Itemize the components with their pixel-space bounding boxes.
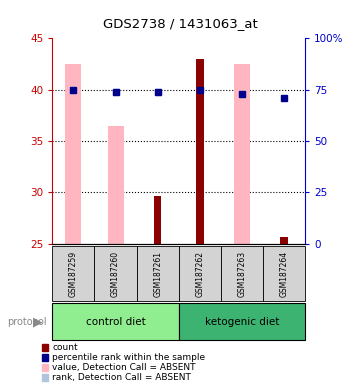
Bar xyxy=(280,237,288,244)
Text: GSM187262: GSM187262 xyxy=(195,251,204,296)
Text: ketogenic diet: ketogenic diet xyxy=(205,316,279,327)
Text: GDS2738 / 1431063_at: GDS2738 / 1431063_at xyxy=(103,17,258,30)
Text: GSM187263: GSM187263 xyxy=(238,250,246,297)
Bar xyxy=(196,59,204,244)
Text: GSM187261: GSM187261 xyxy=(153,251,162,296)
Text: percentile rank within the sample: percentile rank within the sample xyxy=(52,353,205,362)
Text: ▶: ▶ xyxy=(33,315,43,328)
Bar xyxy=(65,64,82,244)
Text: value, Detection Call = ABSENT: value, Detection Call = ABSENT xyxy=(52,362,196,372)
Bar xyxy=(108,126,123,244)
Text: GSM187260: GSM187260 xyxy=(111,250,120,297)
Text: rank, Detection Call = ABSENT: rank, Detection Call = ABSENT xyxy=(52,372,191,382)
Text: GSM187259: GSM187259 xyxy=(69,250,78,297)
Text: GSM187264: GSM187264 xyxy=(279,250,288,297)
Text: control diet: control diet xyxy=(86,316,145,327)
Bar xyxy=(154,195,161,244)
Text: protocol: protocol xyxy=(7,316,47,327)
Bar xyxy=(234,64,250,244)
Text: count: count xyxy=(52,343,78,352)
